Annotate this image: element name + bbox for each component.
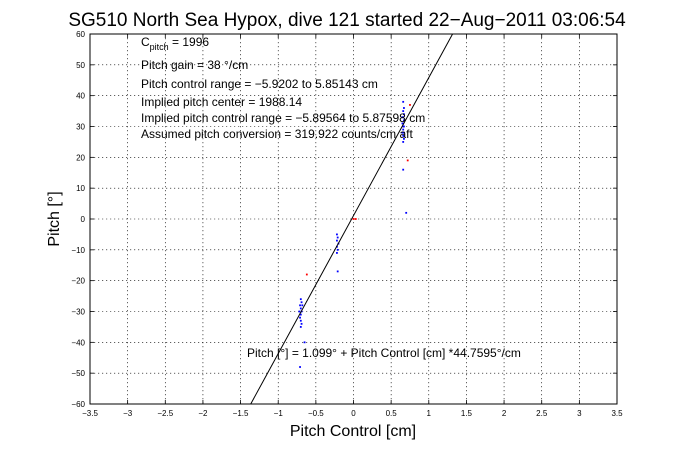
data-point-blue xyxy=(405,211,408,214)
data-point-red xyxy=(409,104,411,106)
data-point-blue xyxy=(299,304,301,307)
y-tick-label: 20 xyxy=(76,153,85,162)
y-tick-label: 40 xyxy=(76,92,85,101)
data-point-blue xyxy=(299,298,302,301)
data-point-blue xyxy=(336,239,338,242)
data-point-blue xyxy=(300,301,303,304)
data-point-blue xyxy=(298,310,301,313)
annotation-block: Cpitch = 1996 Pitch gain = 38 °/cm Pitch… xyxy=(141,35,425,141)
annotation-pitch-gain: Pitch gain = 38 °/cm xyxy=(141,58,248,72)
y-tick-label: 0 xyxy=(81,215,86,224)
x-tick-label: 0.5 xyxy=(386,409,398,418)
data-point-blue xyxy=(402,134,405,137)
annotation-implied-control-range: Implied pitch control range = −5.89564 t… xyxy=(141,111,425,125)
data-points xyxy=(298,100,411,368)
data-point-blue xyxy=(401,131,404,134)
x-tick-label: 1.5 xyxy=(461,409,473,418)
chart-title: SG510 North Sea Hypox, dive 121 started … xyxy=(68,10,626,31)
data-point-blue xyxy=(301,304,304,307)
y-tick-label: −10 xyxy=(71,246,85,255)
plot-area: −3.5 −3 −2.5 −2 −1.5 −1 −0.5 0 0.5 1 1.5 2 2.5 3 3.5 −… xyxy=(71,30,623,418)
data-point-blue xyxy=(336,236,339,239)
fit-line xyxy=(250,33,454,405)
fit-equation-label: Pitch [°] = 1.099° + Pitch Control [cm] … xyxy=(247,346,521,360)
annotation-pitch-conversion: Assumed pitch conversion = 319.922 count… xyxy=(141,127,413,141)
data-point-blue xyxy=(402,168,405,171)
data-point-blue xyxy=(403,113,405,116)
x-tick-label: −2 xyxy=(198,409,208,418)
data-point-blue xyxy=(403,107,405,109)
x-axis-label: Pitch Control [cm] xyxy=(290,423,416,440)
y-tick-label: 30 xyxy=(76,123,85,132)
data-point-red xyxy=(406,159,409,162)
data-point-blue xyxy=(402,100,405,103)
x-tick-label: 0 xyxy=(351,409,356,418)
data-point-blue xyxy=(336,233,338,236)
x-axis-ticks: −3.5 −3 −2.5 −2 −1.5 −1 −0.5 0 0.5 1 1.5 2 2.5 3 3.5 xyxy=(82,34,623,418)
c-pitch-subscript: pitch xyxy=(150,42,169,52)
x-tick-label: −3.5 xyxy=(82,409,98,418)
data-point-blue xyxy=(299,316,301,319)
annotation-c-pitch: Cpitch = 1996 xyxy=(141,35,209,52)
y-tick-label: 50 xyxy=(76,61,85,70)
annotation-pitch-control-range: Pitch control range = −5.9202 to 5.85143… xyxy=(141,77,378,91)
y-tick-label: −50 xyxy=(71,369,85,378)
x-tick-label: 2 xyxy=(502,409,507,418)
y-axis-label: Pitch [°] xyxy=(46,191,63,246)
x-tick-label: −3 xyxy=(123,409,133,418)
data-point-blue xyxy=(299,326,302,328)
x-tick-label: −1 xyxy=(274,409,284,418)
x-tick-label: −0.5 xyxy=(308,409,324,418)
data-point-blue xyxy=(401,122,404,125)
c-pitch-symbol: C xyxy=(141,35,150,49)
y-tick-label: 10 xyxy=(76,184,85,193)
data-point-blue xyxy=(402,141,405,143)
data-point-blue xyxy=(299,313,302,316)
x-tick-label: 3.5 xyxy=(611,409,623,418)
c-pitch-value: = 1996 xyxy=(169,35,210,49)
data-point-blue xyxy=(403,137,405,140)
x-tick-label: 2.5 xyxy=(536,409,548,418)
data-point-blue xyxy=(402,116,405,119)
x-tick-label: 3 xyxy=(577,409,582,418)
data-point-blue xyxy=(299,307,302,310)
data-point-blue xyxy=(403,131,405,134)
data-point-blue xyxy=(402,110,405,112)
x-tick-label: −1.5 xyxy=(233,409,249,418)
data-point-blue xyxy=(336,252,338,254)
data-point-red xyxy=(354,218,357,220)
data-point-blue xyxy=(336,248,339,251)
annotation-implied-pitch-center: Implied pitch center = 1988.14 xyxy=(141,95,302,109)
y-tick-label: −30 xyxy=(71,308,85,317)
data-point-blue xyxy=(402,125,405,128)
data-point-blue xyxy=(300,322,303,325)
data-point-red xyxy=(305,273,308,276)
data-point-blue xyxy=(403,119,405,122)
data-point-blue xyxy=(402,128,405,131)
data-point-red xyxy=(352,218,355,220)
y-tick-label: −40 xyxy=(71,338,85,347)
x-tick-label: −2.5 xyxy=(157,409,173,418)
y-tick-label: 60 xyxy=(76,30,85,39)
y-tick-label: −20 xyxy=(71,277,85,286)
y-tick-label: −60 xyxy=(71,400,85,409)
x-tick-label: 1 xyxy=(427,409,432,418)
data-point-blue xyxy=(299,319,302,322)
data-point-blue xyxy=(299,366,301,368)
data-point-blue xyxy=(336,270,339,273)
plot-frame xyxy=(89,33,618,405)
y-axis-ticks: −60 −50 −40 −30 −20 −10 0 10 20 30 40 50 60 xyxy=(71,30,617,409)
data-point-blue xyxy=(303,341,306,344)
